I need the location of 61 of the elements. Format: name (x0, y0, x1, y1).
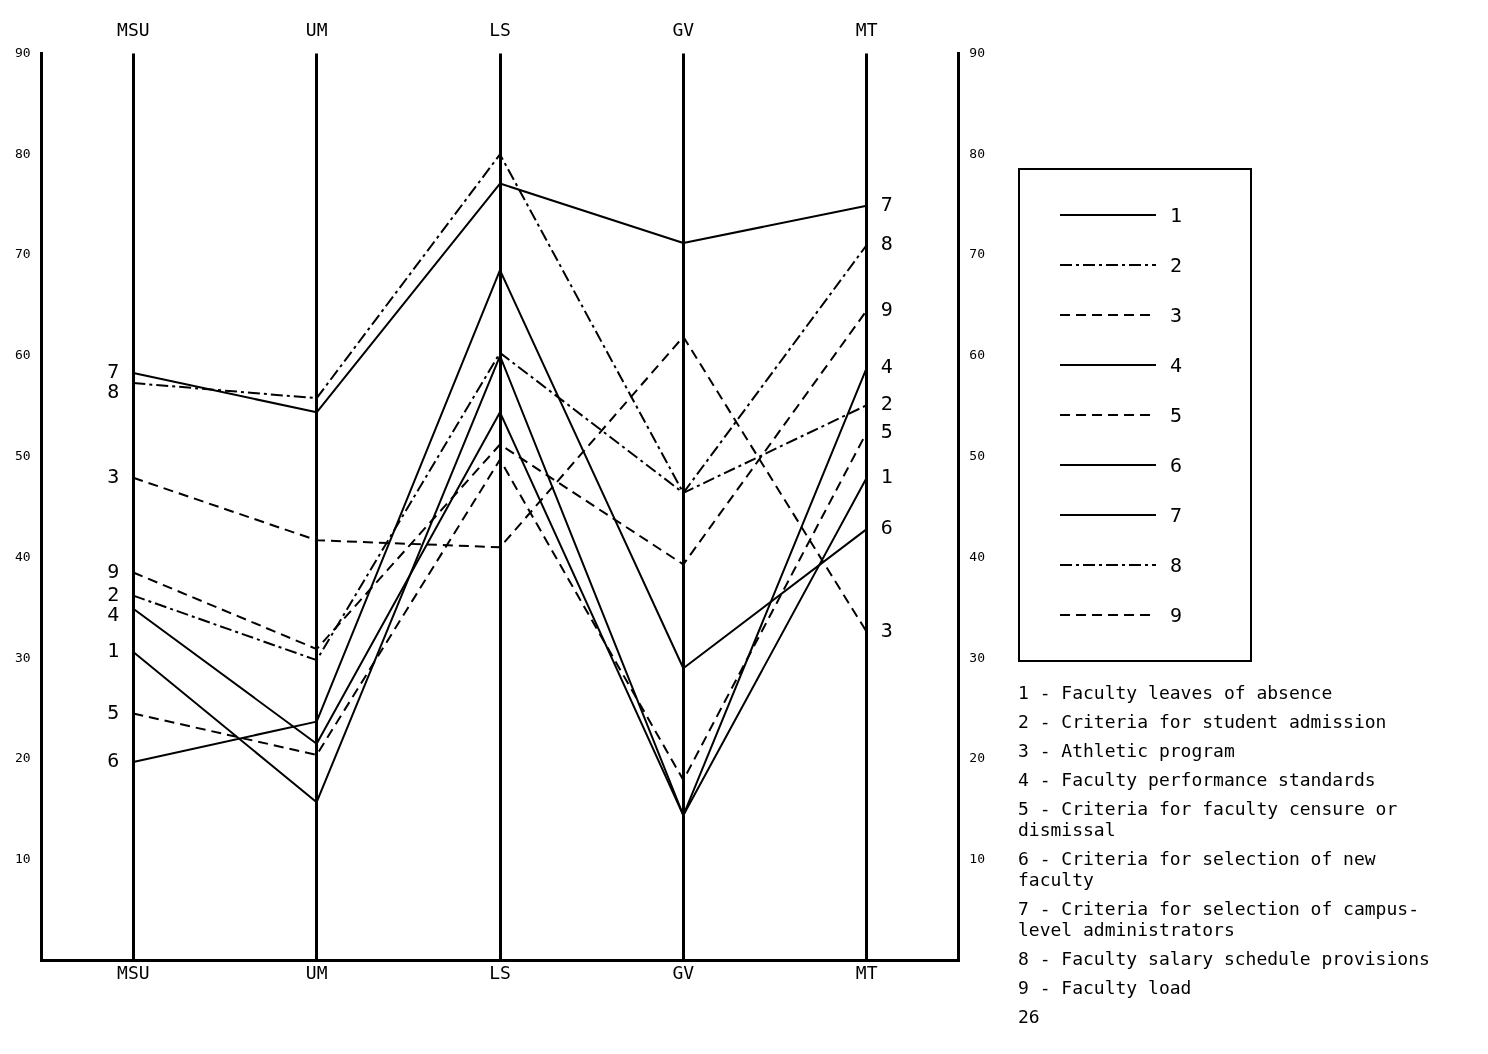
text: 9 - Faculty load (1018, 977, 1193, 998)
y-tick-label: 30 (15, 649, 31, 665)
x-tick-label: LS (489, 961, 511, 983)
category-label: GV (672, 19, 695, 41)
y2-tick-label: 70 (969, 246, 985, 262)
category-label: UM (305, 19, 328, 41)
x-tick-label: UM (305, 961, 328, 983)
text: 5 (880, 418, 893, 443)
legend-label: 6 (1170, 453, 1183, 477)
y-tick-label: 80 (15, 145, 31, 161)
text: 4 - Faculty performance standards (1018, 769, 1377, 790)
category-label: LS (489, 19, 511, 41)
y-tick-label: 50 (15, 448, 31, 463)
text: 2 (880, 391, 893, 416)
text: 9 (107, 558, 120, 583)
y2-tick-label: 50 (969, 448, 985, 463)
legend-label: 7 (1170, 503, 1183, 527)
text: 1 (880, 463, 893, 488)
text: 5 - Criteria for faculty censure or dismissal (1018, 798, 1399, 840)
y-tick-label: 10 (15, 851, 31, 867)
text: 5 (107, 699, 120, 724)
category-label: MSU (117, 19, 150, 41)
legend-label: 3 (1170, 303, 1183, 327)
x-tick-label: GV (672, 961, 695, 983)
text: 2 - Criteria for student admission (1018, 711, 1388, 732)
legend-label: 8 (1170, 553, 1183, 577)
y2-tick-label: 80 (969, 145, 985, 161)
text: 6 - Criteria for selection of new faculty (1018, 848, 1377, 890)
text: 3 - Athletic program (1018, 740, 1236, 761)
x-tick-label: MSU (117, 961, 150, 983)
legend-label: 4 (1170, 353, 1183, 377)
text: 7 - Criteria for selection of campus-level administrators (1018, 898, 1420, 940)
y-tick-label: 60 (15, 347, 31, 363)
category-label: MT (855, 19, 878, 41)
text: 8 - Faculty salary schedule provisions (1018, 948, 1431, 969)
text: 3 (880, 618, 893, 643)
legend-label: 9 (1170, 603, 1183, 627)
legend-label: 1 (1170, 203, 1183, 227)
legend-label: 2 (1170, 253, 1183, 277)
text: 3 (107, 463, 120, 488)
y-tick-label: 70 (15, 246, 31, 262)
x-tick-label: MT (855, 961, 878, 983)
legend-label: 5 (1170, 403, 1183, 427)
text: 1 (107, 638, 120, 663)
y2-tick-label: 30 (969, 649, 985, 665)
text: 8 (880, 231, 893, 256)
y-tick-label: 40 (15, 548, 31, 564)
y-tick-label: 20 (15, 750, 31, 766)
text: 4 (880, 354, 893, 379)
y2-tick-label: 60 (969, 347, 985, 363)
text: 7 (880, 191, 893, 216)
y2-tick-label: 90 (969, 44, 985, 60)
y2-tick-label: 10 (969, 851, 985, 867)
text: 26 (1018, 1006, 1041, 1027)
text: 6 (880, 515, 893, 540)
y2-tick-label: 40 (969, 548, 985, 564)
y-tick-label: 90 (15, 44, 31, 60)
text: 1 - Faculty leaves of absence (1018, 682, 1334, 703)
text: 9 (880, 296, 893, 321)
y2-tick-label: 20 (969, 750, 985, 766)
text: 6 (107, 748, 120, 773)
